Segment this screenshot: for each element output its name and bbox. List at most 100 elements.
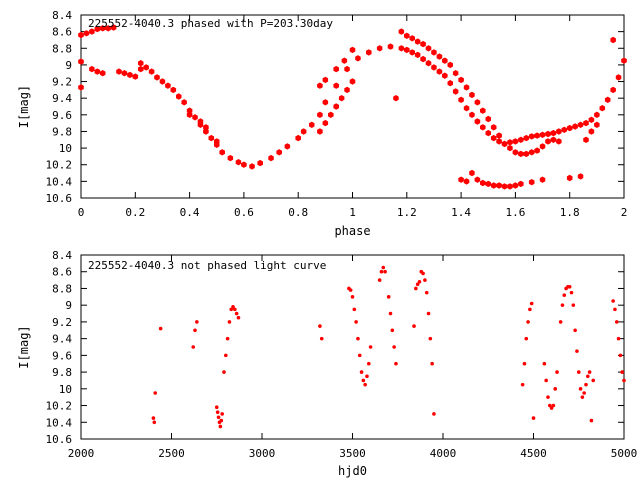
data-point — [523, 134, 529, 142]
data-point — [522, 361, 527, 366]
data-point — [534, 132, 540, 139]
data-point — [159, 78, 166, 85]
data-point — [512, 182, 519, 189]
data-point — [474, 118, 481, 125]
data-point — [317, 82, 323, 89]
data-point — [442, 57, 448, 64]
data-point — [414, 51, 421, 59]
data-point — [425, 45, 432, 52]
data-point — [539, 176, 546, 183]
data-point — [121, 70, 128, 77]
data-point — [550, 129, 557, 137]
data-point — [203, 124, 209, 131]
x-tick-label: 0.6 — [234, 206, 254, 219]
data-point — [357, 353, 362, 358]
data-point — [604, 96, 611, 103]
x-tick-label: 0.8 — [288, 206, 308, 219]
data-point — [414, 286, 418, 291]
data-point — [319, 336, 324, 341]
data-point — [349, 46, 356, 54]
y-tick-label: 10 — [59, 142, 72, 155]
plot-frame — [80, 14, 625, 199]
data-point — [501, 183, 508, 190]
data-point — [528, 133, 535, 140]
data-point — [507, 139, 513, 146]
x-tick-label: 2 — [621, 206, 628, 219]
data-point — [366, 361, 371, 366]
y-tick-label: 8.6 — [52, 26, 72, 39]
data-point — [550, 136, 557, 143]
x-tick-label: 5000 — [611, 447, 638, 460]
data-point — [333, 65, 339, 73]
x-tick-label: 1.8 — [560, 206, 580, 219]
data-point — [528, 179, 535, 186]
data-point — [377, 278, 382, 282]
data-point — [417, 279, 422, 284]
data-point — [341, 57, 348, 64]
data-point — [616, 336, 621, 341]
y-tick-label: 10 — [59, 383, 72, 396]
data-point — [361, 378, 366, 383]
data-point — [89, 65, 95, 73]
data-point — [566, 174, 573, 182]
data-point — [78, 31, 84, 39]
y-tick-label: 10.4 — [46, 416, 73, 429]
data-point — [309, 121, 315, 128]
data-point — [165, 82, 171, 89]
y-tick-label: 8.6 — [52, 266, 72, 279]
data-point — [562, 293, 567, 297]
data-point — [420, 40, 426, 48]
data-point — [153, 391, 158, 395]
data-point — [99, 70, 106, 77]
data-point — [591, 378, 596, 383]
data-point — [338, 95, 345, 102]
data-point — [539, 143, 546, 150]
chart-title: 225552-4040.3 phased with P=203.30day — [88, 17, 333, 30]
data-point — [421, 271, 425, 276]
data-point — [620, 370, 624, 374]
data-point — [222, 370, 226, 374]
data-point — [501, 140, 508, 148]
data-point — [333, 82, 339, 89]
data-point — [594, 111, 600, 118]
data-point — [170, 86, 177, 94]
data-point — [583, 119, 589, 127]
data-point — [496, 132, 502, 139]
y-tick-label: 9.4 — [52, 333, 72, 346]
data-point — [474, 176, 481, 183]
data-series — [151, 265, 626, 429]
data-point — [599, 105, 606, 112]
data-point — [551, 403, 556, 408]
data-point — [412, 324, 416, 328]
x-tick-label: 1.6 — [505, 206, 525, 219]
data-point — [430, 361, 434, 366]
y-axis-title: I[mag] — [17, 325, 31, 368]
data-point — [328, 111, 334, 118]
data-point — [528, 307, 532, 312]
data-point — [350, 295, 355, 299]
data-point — [573, 328, 577, 333]
x-axis-title: hjd0 — [338, 464, 367, 478]
data-point — [388, 311, 393, 316]
data-point — [463, 105, 470, 112]
data-point — [318, 324, 322, 328]
data-point — [545, 138, 551, 145]
y-tick-label: 8.8 — [52, 42, 72, 55]
data-point — [566, 124, 573, 132]
data-point — [203, 128, 209, 135]
data-point — [542, 361, 547, 366]
data-point — [575, 349, 579, 353]
data-point — [376, 45, 383, 52]
data-point — [480, 107, 486, 114]
data-point — [322, 76, 329, 84]
data-point — [355, 55, 361, 62]
data-point — [356, 336, 360, 341]
data-point — [284, 143, 291, 150]
x-tick-label: 4000 — [430, 447, 457, 460]
y-tick-label: 9 — [65, 299, 72, 312]
data-point — [512, 149, 519, 156]
data-point — [586, 374, 590, 379]
data-point — [234, 311, 239, 316]
data-point — [490, 182, 497, 189]
y-tick-label: 9 — [65, 59, 72, 72]
